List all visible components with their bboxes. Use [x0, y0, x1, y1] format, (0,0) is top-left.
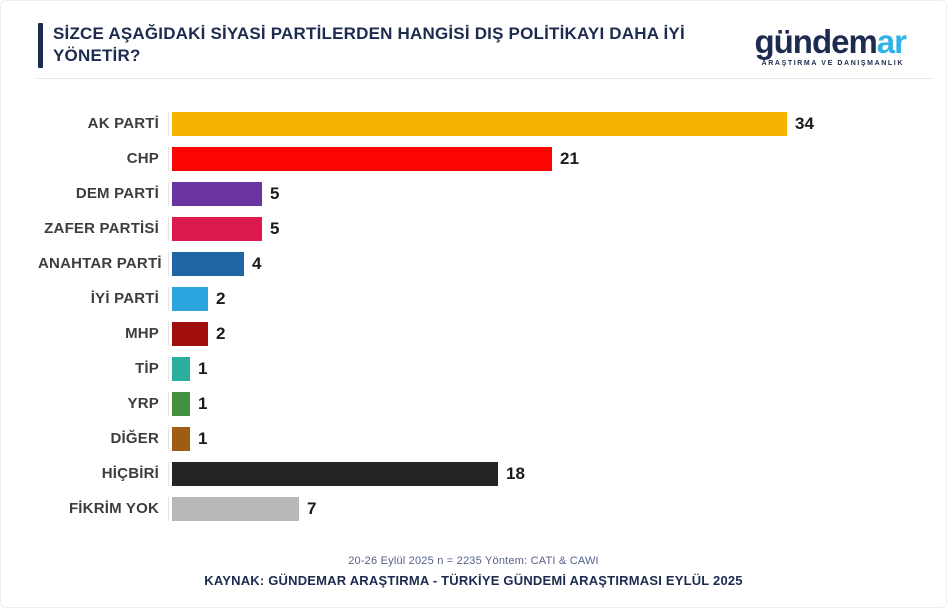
chart-row: ANAHTAR PARTİ 4	[38, 251, 946, 276]
value-label: 18	[506, 463, 525, 483]
category-label: FİKRİM YOK	[68, 500, 159, 518]
value-label: 34	[795, 113, 814, 133]
bar	[172, 181, 262, 206]
bar-area: 1	[168, 426, 946, 451]
category-label: YRP	[127, 395, 159, 413]
value-label: 5	[270, 218, 280, 238]
title-line-2: YÖNETİR?	[53, 46, 141, 66]
value-label: 1	[198, 358, 208, 378]
value-label: 2	[216, 288, 226, 308]
bar	[172, 321, 208, 346]
category-label: CHP	[126, 150, 159, 168]
bar-area: 4	[168, 251, 946, 276]
bar	[172, 426, 190, 451]
chart-row: MHP 2	[38, 321, 946, 346]
bar	[172, 496, 299, 521]
category-label: DEM PARTİ	[75, 185, 159, 203]
chart-row: CHP 21	[38, 146, 946, 171]
title-accent-bar	[38, 23, 43, 68]
category-label: DİĞER	[110, 430, 159, 448]
category-label: ANAHTAR PARTİ	[38, 255, 162, 273]
source-note: KAYNAK: GÜNDEMAR ARAŞTIRMA - TÜRKİYE GÜN…	[204, 572, 743, 588]
chart-row: YRP 1	[38, 391, 946, 416]
bar	[172, 286, 208, 311]
chart-row: İYİ PARTİ 2	[38, 286, 946, 311]
chart-row: AK PARTİ 34	[38, 111, 946, 136]
chart-row: FİKRİM YOK 7	[38, 496, 946, 521]
chart-row: DİĞER 1	[38, 426, 946, 451]
category-label: İYİ PARTİ	[90, 290, 159, 308]
title-block: SİZCE AŞAĞIDAKİ SİYASİ PARTİLERDEN HANGİ…	[38, 23, 685, 68]
value-label: 5	[270, 183, 280, 203]
header: SİZCE AŞAĞIDAKİ SİYASİ PARTİLERDEN HANGİ…	[1, 1, 946, 68]
category-label: ZAFER PARTİSİ	[44, 220, 159, 238]
bar-area: 18	[168, 461, 946, 486]
logo-tagline: ARAŞTIRMA VE DANIŞMANLIK	[761, 60, 904, 67]
value-label: 2	[216, 323, 226, 343]
chart-row: ZAFER PARTİSİ 5	[38, 216, 946, 241]
value-label: 21	[560, 148, 579, 168]
chart-row: TİP 1	[38, 356, 946, 381]
footer: 20-26 Eylül 2025 n = 2235 Yöntem: CATI &…	[1, 555, 946, 588]
bar-area: 5	[168, 216, 946, 241]
chart-row: DEM PARTİ 5	[38, 181, 946, 206]
value-label: 1	[198, 428, 208, 448]
category-label: TİP	[135, 360, 159, 378]
bar-area: 5	[168, 181, 946, 206]
bar-area: 34	[168, 111, 946, 136]
gundemar-logo: gündemar ARAŞTIRMA VE DANIŞMANLIK	[754, 23, 907, 67]
bar-area: 2	[168, 286, 946, 311]
bar-area: 2	[168, 321, 946, 346]
bar	[172, 216, 262, 241]
bar	[172, 146, 552, 171]
value-label: 7	[307, 498, 317, 518]
methodology-note: 20-26 Eylül 2025 n = 2235 Yöntem: CATI &…	[348, 554, 599, 567]
bar	[172, 111, 787, 136]
page-title: SİZCE AŞAĞIDAKİ SİYASİ PARTİLERDEN HANGİ…	[53, 23, 685, 68]
logo-accent-text: ar	[876, 23, 907, 60]
category-label: AK PARTİ	[87, 115, 159, 133]
bar-area: 1	[168, 356, 946, 381]
bar-area: 7	[168, 496, 946, 521]
bar	[172, 251, 244, 276]
bar-area: 1	[168, 391, 946, 416]
bar	[172, 356, 190, 381]
chart-row: HİÇBİRİ 18	[38, 461, 946, 486]
value-label: 1	[198, 393, 208, 413]
logo-wordmark: gündemar	[754, 23, 907, 60]
value-label: 4	[252, 253, 262, 273]
bar-area: 21	[168, 146, 946, 171]
category-label: HİÇBİRİ	[101, 465, 159, 483]
category-label: MHP	[125, 325, 159, 343]
bar	[172, 391, 190, 416]
logo-primary-text: gündem	[754, 23, 877, 60]
title-line-1: SİZCE AŞAĞIDAKİ SİYASİ PARTİLERDEN HANGİ…	[53, 24, 685, 43]
bar-chart: AK PARTİ 34 CHP 21 DEM PARTİ 5 ZAFER PARTİSİ 5 A…	[38, 111, 946, 521]
bar	[172, 461, 498, 486]
header-divider	[36, 77, 934, 79]
chart-rows: AK PARTİ 34 CHP 21 DEM PARTİ 5 ZAFER PARTİSİ 5 A…	[38, 111, 946, 521]
